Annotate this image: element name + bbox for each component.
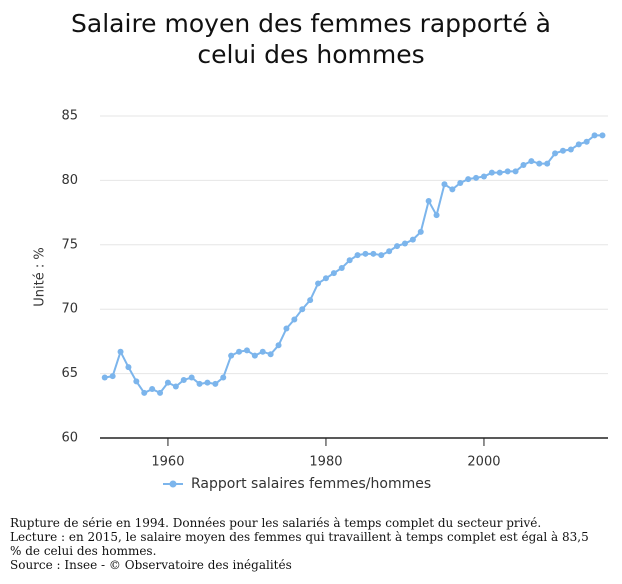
data-point: [528, 158, 535, 165]
data-point: [378, 252, 385, 259]
data-point: [251, 352, 258, 359]
data-point: [125, 364, 132, 371]
data-point: [101, 374, 108, 381]
data-point: [370, 250, 377, 257]
data-point: [283, 325, 290, 332]
data-point: [552, 150, 559, 157]
notes: Rupture de série en 1994. Données pour l…: [10, 516, 622, 572]
series-line: [104, 134, 603, 395]
data-point: [157, 389, 164, 396]
data-point: [449, 186, 456, 193]
y-tick-label: 65: [61, 366, 78, 381]
data-point: [220, 374, 227, 381]
data-point: [417, 228, 424, 235]
y-tick-label: 85: [61, 109, 78, 124]
data-point: [172, 383, 179, 390]
data-point: [180, 377, 187, 384]
data-point: [330, 270, 337, 277]
data-point: [109, 373, 116, 380]
data-point: [315, 280, 322, 287]
data-point: [433, 212, 440, 219]
data-point: [480, 173, 487, 180]
data-point: [441, 181, 448, 188]
data-point: [496, 169, 503, 176]
y-tick-label: 70: [61, 302, 78, 317]
data-point: [575, 141, 582, 148]
data-point: [599, 132, 606, 139]
data-point: [457, 179, 464, 186]
data-point: [425, 198, 432, 205]
data-point: [236, 348, 243, 355]
legend-marker: [169, 480, 177, 488]
x-tick-label: 2000: [467, 455, 500, 470]
data-point: [212, 380, 219, 387]
data-point: [559, 147, 566, 154]
data-point: [188, 374, 195, 381]
data-point: [149, 386, 156, 393]
data-point: [386, 248, 393, 255]
data-point: [544, 160, 551, 167]
data-point: [354, 252, 361, 259]
data-point: [243, 347, 250, 354]
y-tick-label: 75: [61, 237, 78, 252]
data-point: [567, 146, 574, 153]
data-point: [299, 306, 306, 313]
data-point: [591, 132, 598, 139]
data-point: [465, 176, 472, 183]
legend-label: Rapport salaires femmes/hommes: [191, 476, 431, 492]
x-tick-label: 1980: [309, 455, 342, 470]
data-point: [196, 380, 203, 387]
data-point: [401, 240, 408, 247]
data-point: [307, 297, 314, 304]
data-point: [504, 168, 511, 175]
data-point: [117, 348, 124, 355]
chart-title: Salaire moyen des femmes rapporté à celu…: [71, 9, 551, 69]
data-point: [291, 316, 298, 323]
data-point: [204, 379, 211, 386]
data-point: [259, 348, 266, 355]
note: Source : Insee - © Observatoire des inég…: [10, 558, 292, 572]
note: Lecture : en 2015, le salaire moyen des …: [10, 530, 589, 558]
data-point: [512, 168, 519, 175]
data-point: [520, 161, 527, 168]
y-tick-label: 80: [61, 173, 78, 188]
data-point: [536, 160, 543, 167]
data-point: [409, 236, 416, 243]
data-point: [362, 250, 369, 257]
data-point: [322, 275, 329, 282]
data-point: [473, 174, 480, 181]
data-point: [164, 379, 171, 386]
data-point: [488, 169, 495, 176]
data-point: [346, 257, 353, 264]
data-point: [267, 351, 274, 358]
data-point: [141, 389, 148, 396]
data-point: [275, 342, 282, 349]
data-point: [228, 352, 235, 359]
data-point: [583, 138, 590, 145]
y-axis-label: Unité : %: [33, 247, 48, 306]
data-point: [394, 243, 401, 250]
y-tick-label: 60: [61, 431, 78, 446]
note: Rupture de série en 1994. Données pour l…: [10, 516, 542, 530]
x-tick-label: 1960: [151, 455, 184, 470]
data-point: [338, 264, 345, 271]
chart: 60 65 70 75 80 85 1960 1980 2000 Unité : % Rapport…: [33, 109, 608, 492]
data-point: [133, 378, 140, 385]
